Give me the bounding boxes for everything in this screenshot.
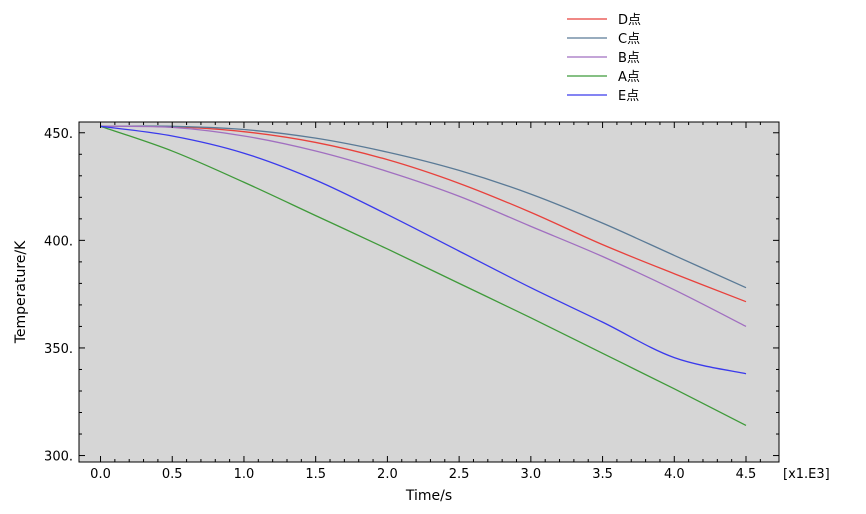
x-tick-label: 3.0: [521, 467, 542, 482]
y-tick-label: 450.: [44, 127, 73, 142]
series-layer: [100, 125, 747, 426]
x-tick-label: 3.5: [592, 467, 613, 482]
legend-entry-label: E点: [618, 89, 639, 104]
legend-entry-label: B点: [618, 51, 640, 66]
x-tick-label: 0.0: [90, 467, 111, 482]
x-tick-label: 4.5: [736, 467, 757, 482]
y-tick-label: 350.: [44, 342, 73, 357]
series-line-0: [100, 125, 747, 303]
x-tick-label: 4.0: [664, 467, 685, 482]
series-line-1: [100, 125, 747, 289]
y-tick-label: 400.: [44, 234, 73, 249]
x-tick-label: 1.0: [234, 467, 255, 482]
series-line-2: [100, 125, 747, 328]
x-axis-title: Time/s: [405, 488, 452, 504]
x-tick-label: 0.5: [162, 467, 183, 482]
series-line-4: [100, 125, 747, 375]
legend-entry-label: C点: [618, 32, 640, 47]
axes-layer: 0.0 0.5 1.0 1.5 2.0 2.5 3.0 3.5 4.0 4.5 300. 350. 40…: [44, 122, 779, 482]
legend-entry-label: D点: [618, 13, 641, 28]
x-tick-label: 2.5: [449, 467, 470, 482]
legend: D点 C点 B点 A点 E点: [567, 13, 641, 104]
y-tick-label: 300.: [44, 450, 73, 465]
plot-area: [78, 121, 780, 463]
x-tick-label: 2.0: [377, 467, 398, 482]
y-axis-title: Temperature/K: [13, 240, 29, 344]
x-axis-multiplier-label: [x1.E3]: [783, 467, 830, 482]
legend-entry-label: A点: [618, 70, 640, 85]
x-tick-label: 1.5: [305, 467, 326, 482]
series-line-3: [100, 125, 747, 426]
